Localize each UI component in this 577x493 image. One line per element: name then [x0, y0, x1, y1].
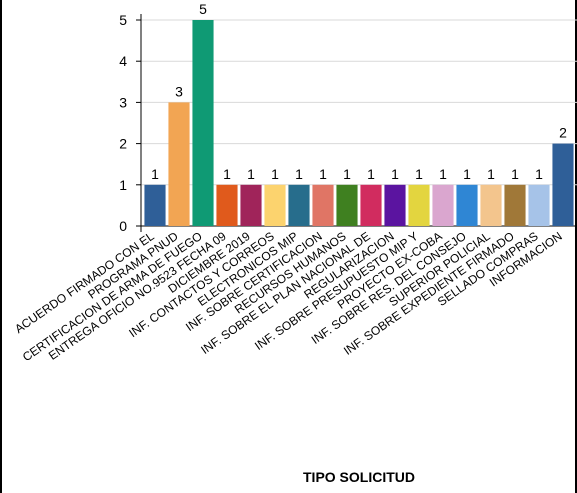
bar-value-label: 1: [511, 166, 519, 182]
bar-value-label: 1: [151, 166, 159, 182]
bar-value-label: 1: [247, 166, 255, 182]
bar-value-label: 1: [367, 166, 375, 182]
y-tick-label: 0: [119, 218, 127, 234]
bar-value-label: 1: [535, 166, 543, 182]
bar: [480, 184, 502, 226]
bar: [216, 184, 238, 226]
left-frame-border: [0, 0, 2, 493]
y-axis: 0 1 2 3 4 5: [119, 12, 577, 234]
bar: [384, 184, 406, 226]
bar-value-label: 3: [175, 83, 183, 99]
bar: [288, 184, 310, 226]
bar: [408, 184, 430, 226]
bar: [432, 184, 454, 226]
bar: [528, 184, 550, 226]
bar-value-label: 1: [271, 166, 279, 182]
y-tick-label: 5: [119, 12, 127, 28]
bar-value-label: 1: [223, 166, 231, 182]
bar: [336, 184, 358, 226]
y-tick-label: 1: [119, 177, 127, 193]
bar: [312, 184, 334, 226]
bar-value-label: 2: [559, 125, 567, 141]
bar: [144, 184, 166, 226]
bar-value-label: 1: [487, 166, 495, 182]
bar-value-label: 1: [319, 166, 327, 182]
bar: [240, 184, 262, 226]
bar: [360, 184, 382, 226]
bar: [192, 20, 214, 226]
bars-group: [144, 20, 574, 226]
x-axis-title: TIPO SOLICITUD: [303, 469, 415, 485]
y-tick-label: 3: [119, 94, 127, 110]
bar: [264, 184, 286, 226]
bar: [504, 184, 526, 226]
bar-value-label: 1: [439, 166, 447, 182]
y-tick-label: 2: [119, 136, 127, 152]
bar: [456, 184, 478, 226]
bar-value-label: 1: [295, 166, 303, 182]
bar-value-label: 1: [391, 166, 399, 182]
bar-value-label: 1: [343, 166, 351, 182]
y-tick-label: 4: [119, 53, 127, 69]
bar: [168, 102, 190, 226]
bar-value-label: 5: [199, 1, 207, 17]
bar-value-label: 1: [463, 166, 471, 182]
bar: [552, 143, 574, 226]
right-frame-border: [575, 0, 577, 493]
bar-value-label: 1: [415, 166, 423, 182]
